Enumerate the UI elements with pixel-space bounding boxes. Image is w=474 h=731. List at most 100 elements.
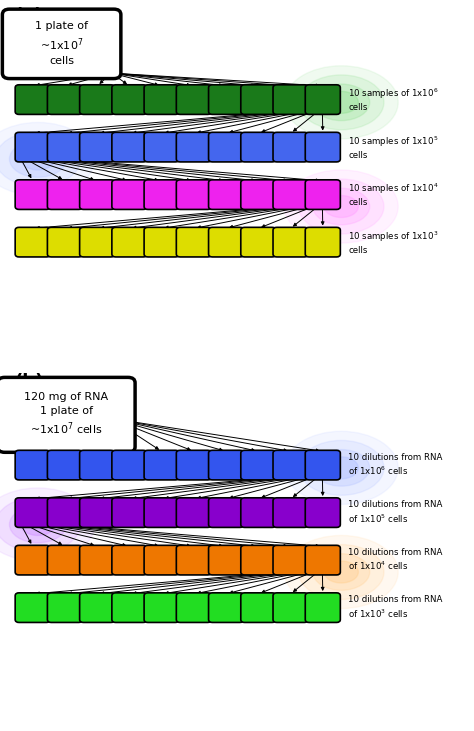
FancyBboxPatch shape	[80, 227, 115, 257]
FancyBboxPatch shape	[112, 498, 147, 528]
Ellipse shape	[0, 132, 81, 186]
Ellipse shape	[284, 535, 398, 608]
FancyBboxPatch shape	[15, 593, 50, 622]
FancyBboxPatch shape	[273, 85, 308, 115]
FancyBboxPatch shape	[305, 545, 340, 575]
Text: 10 dilutions from RNA
of 1x10$^4$ cells: 10 dilutions from RNA of 1x10$^4$ cells	[348, 548, 443, 572]
FancyBboxPatch shape	[176, 85, 211, 115]
FancyBboxPatch shape	[273, 132, 308, 162]
FancyBboxPatch shape	[305, 498, 340, 528]
FancyBboxPatch shape	[209, 180, 244, 209]
Ellipse shape	[324, 561, 358, 583]
FancyBboxPatch shape	[241, 85, 276, 115]
FancyBboxPatch shape	[47, 227, 82, 257]
Ellipse shape	[0, 497, 81, 552]
FancyBboxPatch shape	[15, 498, 50, 528]
FancyBboxPatch shape	[273, 450, 308, 480]
Ellipse shape	[313, 450, 370, 486]
Ellipse shape	[9, 141, 66, 178]
FancyBboxPatch shape	[2, 10, 121, 79]
Text: 10 samples of 1x10$^3$
cells: 10 samples of 1x10$^3$ cells	[348, 230, 439, 255]
Ellipse shape	[0, 488, 95, 561]
FancyBboxPatch shape	[80, 545, 115, 575]
FancyBboxPatch shape	[112, 132, 147, 162]
FancyBboxPatch shape	[112, 180, 147, 209]
FancyBboxPatch shape	[112, 593, 147, 622]
FancyBboxPatch shape	[0, 377, 135, 452]
FancyBboxPatch shape	[241, 132, 276, 162]
FancyBboxPatch shape	[112, 450, 147, 480]
Ellipse shape	[299, 179, 384, 234]
FancyBboxPatch shape	[144, 593, 179, 622]
Text: 120 mg of RNA
1 plate of
~1x10$^7$ cells: 120 mg of RNA 1 plate of ~1x10$^7$ cells	[24, 393, 109, 437]
FancyBboxPatch shape	[209, 227, 244, 257]
Ellipse shape	[0, 123, 95, 196]
FancyBboxPatch shape	[144, 180, 179, 209]
FancyBboxPatch shape	[112, 85, 147, 115]
Text: 1 plate of
~1x10$^7$
cells: 1 plate of ~1x10$^7$ cells	[35, 21, 88, 67]
FancyBboxPatch shape	[176, 593, 211, 622]
FancyBboxPatch shape	[80, 85, 115, 115]
Ellipse shape	[9, 506, 66, 542]
FancyBboxPatch shape	[176, 180, 211, 209]
FancyBboxPatch shape	[80, 132, 115, 162]
FancyBboxPatch shape	[241, 227, 276, 257]
Ellipse shape	[299, 545, 384, 599]
FancyBboxPatch shape	[15, 227, 50, 257]
FancyBboxPatch shape	[80, 180, 115, 209]
Ellipse shape	[313, 84, 370, 121]
FancyBboxPatch shape	[15, 450, 50, 480]
Ellipse shape	[313, 188, 370, 224]
FancyBboxPatch shape	[144, 450, 179, 480]
FancyBboxPatch shape	[112, 545, 147, 575]
FancyBboxPatch shape	[47, 545, 82, 575]
FancyBboxPatch shape	[241, 593, 276, 622]
FancyBboxPatch shape	[176, 132, 211, 162]
FancyBboxPatch shape	[273, 227, 308, 257]
FancyBboxPatch shape	[80, 593, 115, 622]
FancyBboxPatch shape	[241, 450, 276, 480]
Ellipse shape	[284, 431, 398, 504]
FancyBboxPatch shape	[47, 498, 82, 528]
Ellipse shape	[299, 440, 384, 496]
FancyBboxPatch shape	[144, 85, 179, 115]
FancyBboxPatch shape	[209, 593, 244, 622]
FancyBboxPatch shape	[15, 180, 50, 209]
FancyBboxPatch shape	[47, 85, 82, 115]
FancyBboxPatch shape	[80, 450, 115, 480]
FancyBboxPatch shape	[209, 450, 244, 480]
FancyBboxPatch shape	[176, 545, 211, 575]
FancyBboxPatch shape	[15, 132, 50, 162]
Text: 10 samples of 1x10$^5$
cells: 10 samples of 1x10$^5$ cells	[348, 135, 439, 160]
FancyBboxPatch shape	[176, 498, 211, 528]
FancyBboxPatch shape	[144, 545, 179, 575]
FancyBboxPatch shape	[15, 545, 50, 575]
Ellipse shape	[324, 457, 358, 479]
FancyBboxPatch shape	[273, 180, 308, 209]
FancyBboxPatch shape	[209, 85, 244, 115]
FancyBboxPatch shape	[305, 180, 340, 209]
FancyBboxPatch shape	[305, 85, 340, 115]
Text: 10 samples of 1x10$^6$
cells: 10 samples of 1x10$^6$ cells	[348, 87, 439, 113]
Ellipse shape	[284, 170, 398, 243]
FancyBboxPatch shape	[47, 450, 82, 480]
FancyBboxPatch shape	[241, 545, 276, 575]
FancyBboxPatch shape	[144, 227, 179, 257]
FancyBboxPatch shape	[273, 545, 308, 575]
Ellipse shape	[313, 554, 370, 591]
FancyBboxPatch shape	[305, 227, 340, 257]
FancyBboxPatch shape	[305, 132, 340, 162]
FancyBboxPatch shape	[241, 498, 276, 528]
FancyBboxPatch shape	[47, 180, 82, 209]
FancyBboxPatch shape	[47, 593, 82, 622]
FancyBboxPatch shape	[273, 498, 308, 528]
FancyBboxPatch shape	[176, 227, 211, 257]
FancyBboxPatch shape	[241, 180, 276, 209]
FancyBboxPatch shape	[112, 227, 147, 257]
FancyBboxPatch shape	[80, 498, 115, 528]
FancyBboxPatch shape	[144, 498, 179, 528]
FancyBboxPatch shape	[47, 132, 82, 162]
FancyBboxPatch shape	[305, 450, 340, 480]
Text: 10 dilutions from RNA
of 1x10$^5$ cells: 10 dilutions from RNA of 1x10$^5$ cells	[348, 500, 443, 525]
FancyBboxPatch shape	[209, 498, 244, 528]
